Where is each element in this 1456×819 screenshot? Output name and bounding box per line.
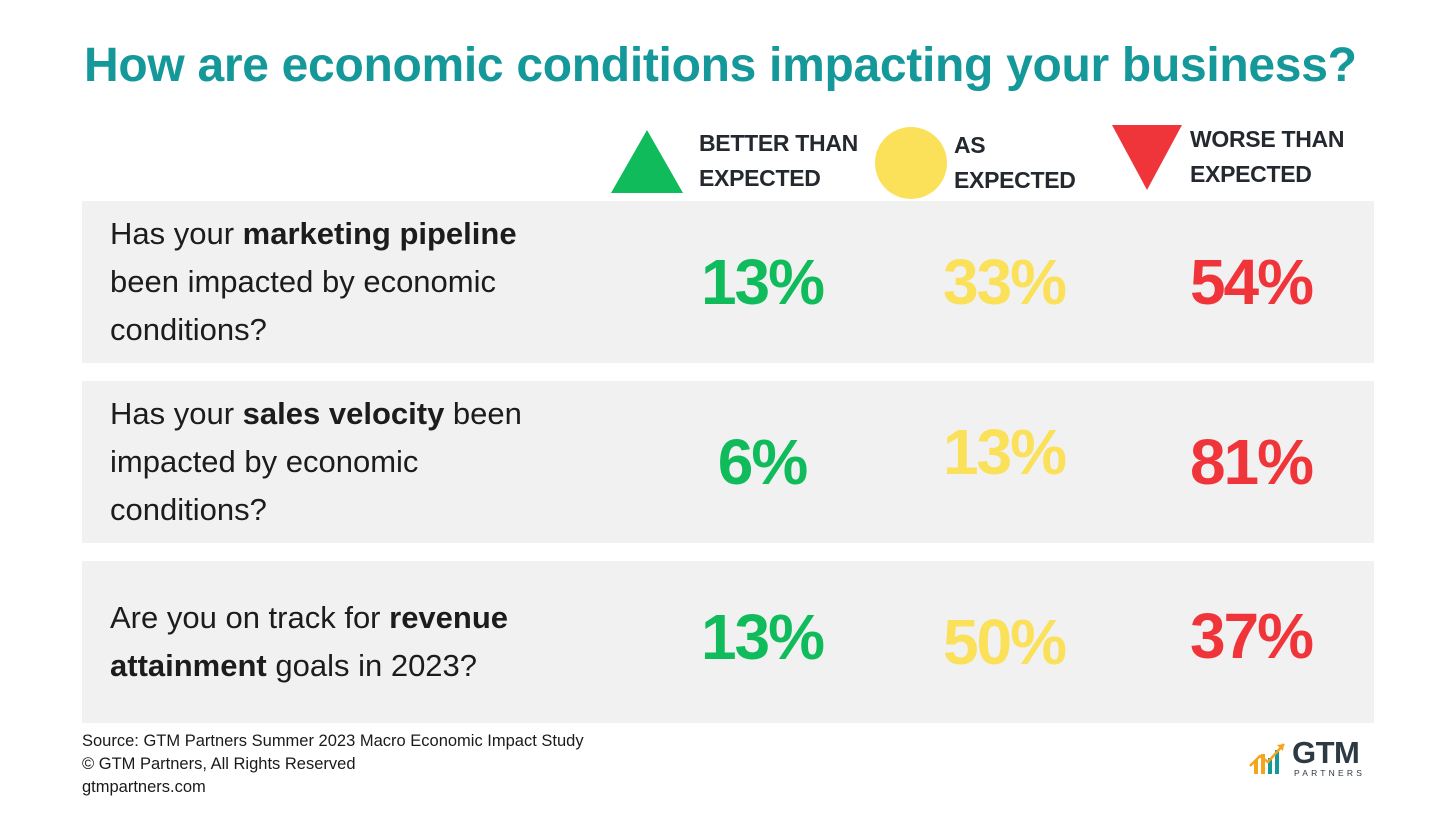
logo-text: GTM PARTNERS bbox=[1292, 735, 1366, 778]
pct-as-expected: 50% bbox=[942, 606, 1067, 678]
question-emphasis: sales velocity bbox=[242, 396, 445, 431]
legend-better-line2: EXPECTED bbox=[699, 165, 821, 191]
triangle-up-icon bbox=[611, 130, 683, 193]
legend-worse-line1: WORSE THAN bbox=[1190, 126, 1345, 152]
pct-worse: 54% bbox=[1189, 246, 1314, 318]
legend-better-label: BETTER THAN EXPECTED bbox=[699, 126, 858, 196]
pct-better: 6% bbox=[717, 426, 809, 498]
table-row: Are you on track for revenue attainment … bbox=[82, 561, 1374, 723]
question-emphasis: marketing pipeline bbox=[242, 216, 517, 251]
growth-chart-icon bbox=[1249, 743, 1285, 774]
circle-icon bbox=[875, 127, 947, 199]
legend-as-expected-line1: AS bbox=[954, 132, 986, 158]
question-text: Are you on track for revenue attainment … bbox=[110, 594, 570, 690]
legend-better-line1: BETTER THAN bbox=[699, 130, 858, 156]
footer-copyright: © GTM Partners, All Rights Reserved bbox=[82, 755, 356, 773]
footer-website[interactable]: gtmpartners.com bbox=[82, 778, 206, 796]
table-row: Has your sales velocity been impacted by… bbox=[82, 381, 1374, 543]
legend-as-expected-line2: EXPECTED bbox=[954, 167, 1076, 193]
legend-as-expected-label: AS EXPECTED bbox=[954, 128, 1076, 198]
pct-worse: 81% bbox=[1189, 426, 1314, 498]
table-row: Has your marketing pipeline been impacte… bbox=[82, 201, 1374, 363]
question-segment: Has your bbox=[110, 396, 243, 431]
pct-worse: 37% bbox=[1189, 599, 1314, 672]
logo-sub: PARTNERS bbox=[1294, 768, 1366, 778]
question-segment: goals in 2023? bbox=[266, 648, 478, 683]
legend-worse: WORSE THAN EXPECTED bbox=[1110, 122, 1344, 192]
footer-source: Source: GTM Partners Summer 2023 Macro E… bbox=[82, 732, 584, 750]
pct-as-expected: 33% bbox=[942, 246, 1067, 318]
question-emphasis: revenue attainment bbox=[110, 600, 509, 683]
logo-main: GTM bbox=[1292, 735, 1360, 770]
pct-as-expected: 13% bbox=[942, 416, 1067, 489]
question-segment: been impacted by economic conditions? bbox=[110, 396, 522, 527]
question-segment: been impacted by economic conditions? bbox=[110, 264, 497, 347]
legend-better: BETTER THAN EXPECTED bbox=[609, 126, 858, 196]
question-text: Has your sales velocity been impacted by… bbox=[110, 390, 570, 534]
pct-better: 13% bbox=[700, 601, 825, 674]
legend-worse-label: WORSE THAN EXPECTED bbox=[1190, 122, 1344, 192]
pct-better: 13% bbox=[700, 246, 825, 318]
gtm-logo: GTM PARTNERS bbox=[1248, 735, 1366, 778]
question-text: Has your marketing pipeline been impacte… bbox=[110, 210, 570, 354]
legend-worse-line2: EXPECTED bbox=[1190, 161, 1312, 187]
legend-as-expected: AS EXPECTED bbox=[874, 126, 1076, 200]
footer: Source: GTM Partners Summer 2023 Macro E… bbox=[82, 730, 584, 799]
question-segment: Has your bbox=[110, 216, 243, 251]
page-title: How are economic conditions impacting yo… bbox=[84, 39, 1357, 92]
question-segment: Are you on track for bbox=[110, 600, 390, 635]
triangle-down-icon bbox=[1112, 125, 1182, 190]
